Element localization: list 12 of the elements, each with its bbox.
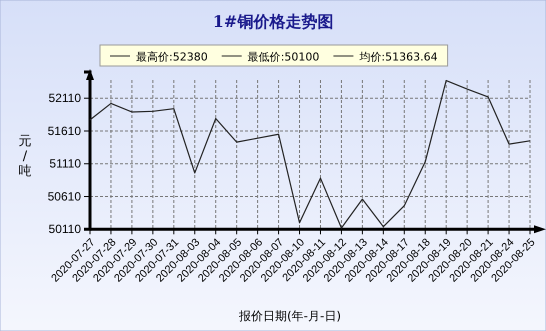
y-tick-label: 50110: [48, 222, 82, 236]
text: 最低价:50100: [248, 50, 320, 64]
y-axis-title: 元/吨: [18, 134, 32, 179]
x-axis-title: 报价日期(年-月-日): [238, 309, 342, 323]
line-series: [89, 80, 531, 229]
text: 均价:51363.64: [358, 50, 438, 64]
y-tick-label: 52110: [48, 91, 82, 106]
text: 最高价:52380: [136, 50, 208, 64]
y-tick-label: 51110: [49, 156, 82, 171]
y-tick-label: 50610: [48, 189, 82, 204]
y-tick-label: 51610: [48, 124, 82, 138]
chart-title: 1#铜价格走势图: [212, 12, 334, 31]
